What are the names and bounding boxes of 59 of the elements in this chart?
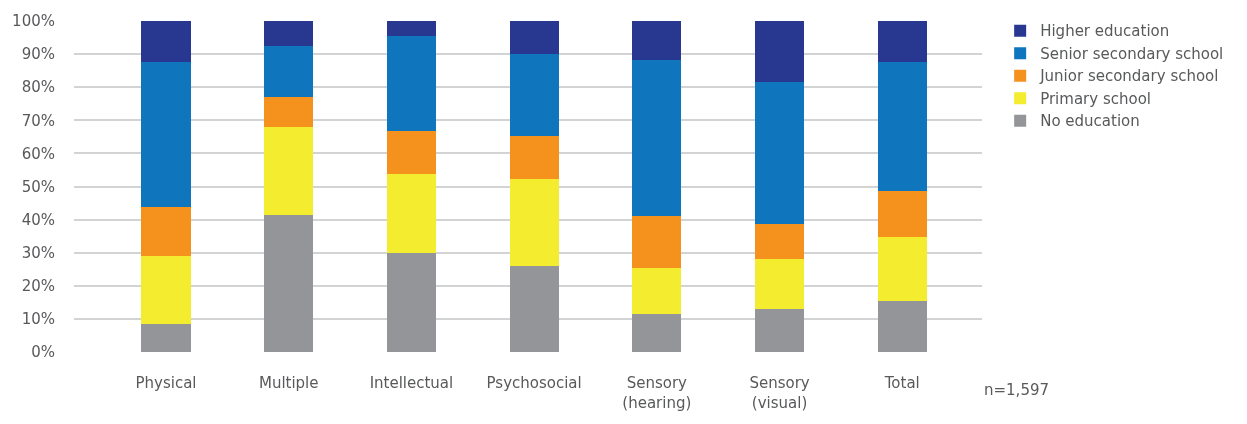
y-tick-label: 30% (21, 243, 55, 262)
legend-label: Primary school (1040, 89, 1151, 108)
x-tick-label: Total (883, 374, 920, 392)
bar (264, 127, 314, 215)
bar (264, 214, 314, 352)
y-tick-label: 90% (21, 45, 55, 64)
y-tick-label: 40% (21, 210, 55, 229)
text: n=1,597 (984, 381, 1050, 399)
bar (141, 21, 191, 63)
bar (386, 35, 436, 132)
legend-label: Junior secondary school (1039, 67, 1219, 86)
bar (141, 207, 191, 257)
bar (755, 308, 805, 352)
y-tick-label: 70% (21, 111, 55, 130)
bar (141, 62, 191, 208)
bar (509, 54, 559, 137)
bar (386, 253, 436, 352)
bar (877, 62, 927, 192)
x-tick-label: Sensory (visual) (749, 374, 810, 412)
bar (755, 223, 805, 260)
bar (755, 82, 805, 224)
bar (755, 259, 805, 309)
bar (632, 60, 682, 216)
bar (877, 191, 927, 237)
x-tick-label: Sensory (hearing) (622, 374, 692, 412)
bar (386, 173, 436, 254)
legend-label: No education (1040, 112, 1140, 131)
y-tick-label: 0% (31, 343, 55, 362)
y-tick-label: 20% (21, 277, 55, 296)
bar (509, 266, 559, 352)
bar (386, 131, 436, 174)
bar (264, 46, 314, 97)
x-tick-label: Psychosocial (486, 374, 582, 392)
y-tick-label: 80% (21, 78, 55, 97)
bar (755, 21, 805, 83)
y-tick-label: 10% (21, 310, 55, 329)
bar (509, 21, 559, 55)
bar (877, 21, 927, 63)
y-tick-label: 100% (12, 12, 55, 31)
bar (141, 323, 191, 352)
bar (632, 313, 682, 352)
bar (509, 136, 559, 179)
x-tick-label: Physical (135, 374, 197, 392)
y-tick-label: 50% (21, 177, 55, 196)
bar (509, 178, 559, 267)
bar (632, 268, 682, 314)
legend-label: Senior secondary school (1040, 44, 1224, 63)
x-tick-label: Intellectual (369, 374, 454, 392)
bar (877, 236, 927, 301)
bar (386, 21, 436, 36)
bar (632, 21, 682, 61)
bar (877, 300, 927, 352)
bar (264, 21, 314, 47)
y-tick-label: 60% (21, 144, 55, 163)
bar (141, 256, 191, 324)
bar (264, 96, 314, 128)
legend-label: Higher education (1040, 22, 1170, 41)
bar (632, 215, 682, 269)
x-tick-label: Multiple (258, 374, 319, 392)
